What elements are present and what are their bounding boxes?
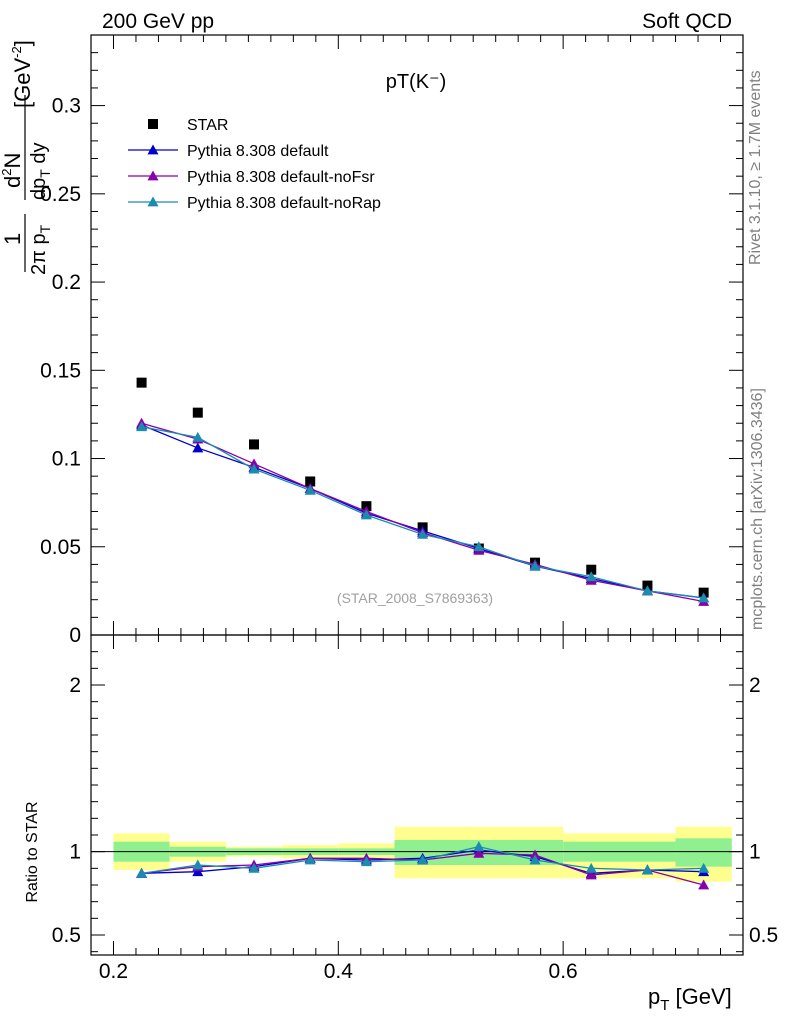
svg-text:1: 1 [0,233,25,245]
y-tick-label: 0.25 [40,183,81,206]
side-label-rivet: Rivet 3.1.10, ≥ 1.7M events [747,70,764,265]
series-point-3 [585,571,597,582]
ratio-point-1 [473,847,485,858]
series-point-2 [248,458,260,469]
series-point-3 [698,592,710,603]
legend-label: Pythia 8.308 default-noRap [187,195,381,212]
header-left: 200 GeV pp [102,10,214,33]
ratio-point-2 [248,862,260,873]
legend-label: Pythia 8.308 default-noFsr [187,169,375,186]
ratio-point-2 [417,854,429,865]
series-point-3 [248,463,260,474]
main-y-axis-label: 1 2π pT d2N dpT dy [GeV-2] [0,40,53,275]
ratio-y-tick-label-right: 2 [749,674,761,697]
star-data-point [586,564,597,575]
legend-marker-star [148,119,158,129]
ratio-frame [90,634,744,956]
series-point-3 [529,560,541,571]
y-tick-label: 0.05 [40,536,81,559]
ratio-point-2 [304,854,316,865]
legend-marker [147,170,159,181]
legend-label: Pythia 8.308 default [187,143,329,160]
ratio-band-inner [675,838,732,867]
ratio-point-2 [360,856,372,867]
ratio-y-tick-label-right: 0.5 [749,924,778,947]
ratio-point-2 [192,859,204,870]
star-data-point [136,377,147,388]
ratio-point-2 [585,862,597,873]
star-data-point [249,439,259,450]
ratio-y-tick-label-right: 1 [749,841,761,864]
side-label-mcplots: mcplots.cern.ch [arXiv:1306.3436] [749,388,766,630]
y-tick-label: 0.1 [52,448,81,471]
series-point-3 [417,528,429,539]
watermark-label: (STAR_2008_S7869363) [337,590,493,606]
series-point-3 [360,509,372,520]
ratio-point-2 [529,854,541,865]
ratio-y-tick-label: 0.5 [52,924,81,947]
legend-label: STAR [187,117,228,134]
ratio-point-1 [585,869,597,880]
series-point-1 [192,442,204,453]
series-point-3 [473,541,485,552]
series-line-3 [141,426,704,599]
x-axis-label: pT [GeV] [648,984,732,1014]
series-point-3 [304,484,316,495]
x-tick-label: 0.6 [549,960,578,983]
ratio-point-2 [641,864,653,875]
y-tick-label: 0.3 [52,95,81,118]
series-point-3 [641,585,653,596]
series-point-3 [136,421,148,432]
y-tick-label: 0 [69,624,81,647]
ratio-y-axis-label: Ratio to STAR [24,801,41,902]
svg-text:d2N: d2N [0,153,25,188]
star-data-point [192,407,203,418]
legend-marker [147,196,159,207]
series-line-2 [141,422,704,603]
svg-text:2π pT: 2π pT [28,224,53,275]
main-title: pT(K⁻) [386,71,447,93]
y-tick-label: 0.2 [52,271,81,294]
star-data-point [305,476,316,487]
ratio-point-2 [698,862,710,873]
ratio-point-2 [136,867,148,878]
svg-text:pT [GeV]: pT [GeV] [648,984,732,1014]
legend-marker [147,144,159,155]
ratio-point-1 [698,879,710,890]
ratio-point-1 [529,849,541,860]
ratio-point-2 [473,841,485,852]
series-point-3 [192,431,204,442]
ratio-y-tick-label: 1 [69,841,81,864]
svg-text:[GeV-2]: [GeV-2] [9,40,35,108]
x-tick-label: 0.4 [324,960,354,983]
x-tick-label: 0.2 [99,960,128,983]
ratio-point-0 [192,866,204,877]
header-right: Soft QCD [642,10,732,33]
ratio-y-tick-label: 2 [69,674,81,697]
y-tick-label: 0.15 [40,359,81,382]
